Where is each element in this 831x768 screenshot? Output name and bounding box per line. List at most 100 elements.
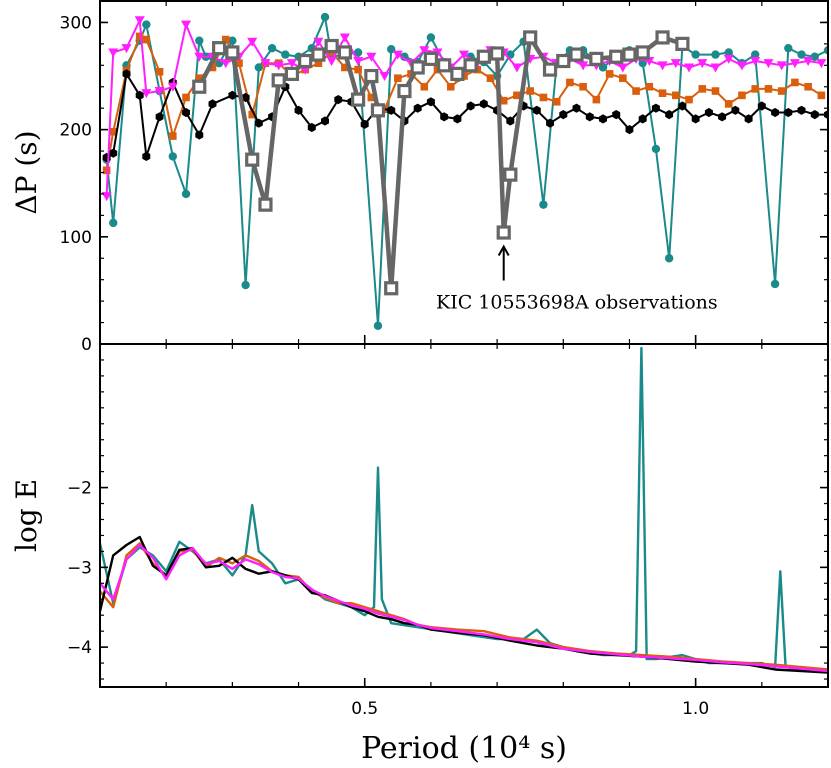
top-series-4-point-12 [364,68,379,84]
top-series-2-point-16 [307,122,316,133]
top-series-1-point-6 [169,132,177,140]
top-series-3-point-17 [313,37,324,47]
top-y-axis-label: ΔP (s) [10,130,43,214]
top-series-2-point-40 [625,125,634,135]
x-tick-label: 1.0 [682,699,709,719]
top-series-4-point-31 [622,47,637,62]
top-series-4-point-4 [258,197,273,212]
top-series-3-point-6 [167,82,178,92]
top-series-3-point-55 [816,59,827,69]
top-series-2-point-33 [532,105,541,115]
top-series-2-point-54 [810,110,819,120]
top-series-4-point-29 [589,51,604,66]
top-y-tick-label: 200 [60,121,92,141]
top-series-4-point-33 [655,30,670,45]
top-series-4-point-34 [675,36,690,51]
top-series-2-point-22 [387,105,396,115]
top-series-0-point-42 [651,144,661,154]
top-series-4-point-1 [212,41,227,56]
bottom-y-tick-label: −4 [67,638,92,658]
top-series-1-point-3 [135,32,144,41]
top-series-2-point-20 [360,119,369,129]
top-series-1-point-33 [526,87,534,95]
top-y-tick-label: 300 [60,13,92,33]
annotation: KIC 10553698A observations [436,244,718,314]
top-series-0-point-54 [823,46,828,55]
top-series-4-point-21 [476,49,491,64]
top-series-4-point-5 [271,73,286,88]
top-series-1-point-47 [711,87,720,95]
x-tick-label: 0.5 [351,699,378,719]
top-series-2-point-28 [466,101,475,111]
top-series-4-point-24 [503,167,518,182]
top-series-2-point-3 [135,90,144,100]
top-series-1-point-17 [314,59,323,67]
top-series-4-point-10 [337,45,352,60]
top-series-1-point-31 [499,96,508,105]
top-series-2-point-36 [572,103,581,113]
top-series-3-point-19 [339,33,350,43]
top-series-3-point-49 [736,61,747,71]
top-series-2-point-2 [122,69,131,79]
top-series-3-point-15 [286,59,297,69]
top-series-2-point-18 [334,95,343,105]
top-series-3-point-5 [154,87,165,97]
top-series-0-point-46 [711,50,720,59]
top-series-1-point-35 [552,97,561,106]
top-series-1-point-46 [698,85,707,93]
top-series-2-point-24 [413,103,422,113]
top-series-2-point-35 [559,110,568,120]
top-series-4-point-13 [370,103,386,118]
bottom-panel-frame [99,343,829,688]
top-series-0-point-53 [810,52,819,61]
top-series-2-point-12 [254,118,263,128]
top-series-2-point-26 [440,112,449,122]
top-series-1-point-30 [486,74,495,82]
annotation-arrowhead [497,244,510,257]
top-series-2 [102,69,828,163]
top-series-0-point-7 [181,189,191,199]
top-series-2-point-52 [784,107,793,118]
top-series-1-point-45 [685,95,693,104]
top-series-1-point-12 [248,110,257,119]
top-series-4-point-15 [397,83,412,99]
top-series-3-point-13 [260,59,271,69]
top-series-2-point-5 [155,112,164,122]
top-series-1-point-38 [592,95,601,104]
top-series-2-point-27 [453,114,462,124]
top-series-4-point-6 [284,66,300,81]
top-series-4-point-20 [463,58,478,73]
top-series-0-point-34 [539,200,548,209]
top-series-1-point-53 [791,78,799,87]
top-series-3-point-14 [273,61,284,71]
top-series-1-point-0 [102,166,111,175]
top-series-3-point-20 [353,57,364,67]
top-series-0-point-12 [241,280,250,290]
top-series-2-point-4 [142,151,151,161]
top-series-4-point-16 [410,60,425,75]
top-series-3-point-18 [326,57,337,67]
top-series-1-point-42 [645,82,654,91]
top-series-1-point-50 [751,85,759,93]
top-series-1-point-27 [446,82,455,91]
top-y-tick-label: 0 [81,335,92,355]
bottom-y-axis-label: log E [10,479,43,552]
top-series-2-point-29 [479,99,488,109]
top-series-2-point-10 [228,90,237,100]
top-series-3-point-8 [194,52,205,62]
bottom-y-tick-label: −3 [67,558,92,578]
annotation-label: KIC 10553698A observations [436,292,718,314]
top-series-3-point-3 [134,16,145,26]
top-series-3-point-12 [247,37,258,47]
top-series-1-point-39 [605,70,614,78]
top-series-2-point-49 [744,114,753,124]
top-series-3-point-7 [181,20,192,30]
top-series-1-point-49 [738,91,746,100]
top-series-0-point-26 [426,33,436,42]
top-series-4-point-14 [384,281,399,296]
top-series-0-point-15 [281,50,290,59]
top-series-3-point-0 [101,192,112,202]
bottom-y-tick-label: −2 [67,479,92,499]
top-series-3-point-2 [121,44,132,54]
